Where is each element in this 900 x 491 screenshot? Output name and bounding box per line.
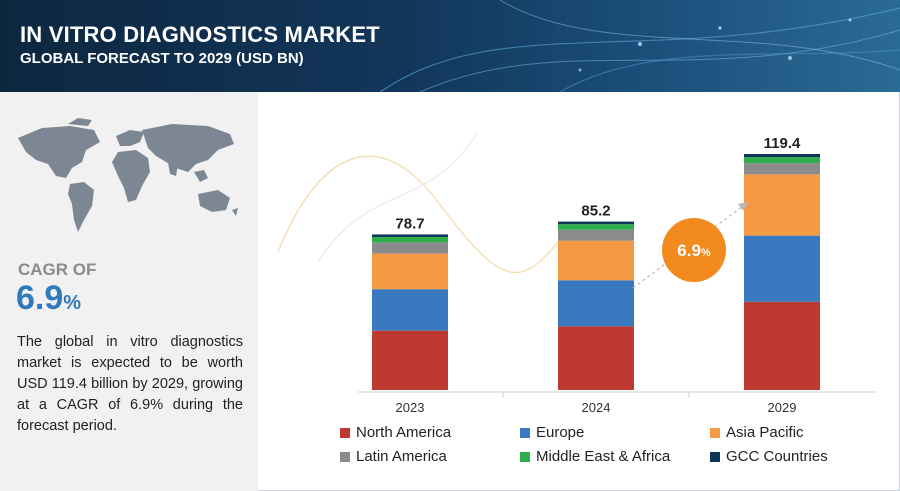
bar-segment-north-america-2029 — [744, 301, 820, 390]
decorative-curve-light — [317, 131, 479, 263]
cagr-badge-unit: % — [701, 247, 711, 259]
legend-label: Latin America — [356, 448, 447, 465]
x-tick-label-2024: 2024 — [582, 400, 611, 415]
legend-item-europe: Europe — [520, 424, 584, 441]
bar-segment-latin-america-2029 — [744, 163, 820, 175]
cagr-badge — [662, 218, 726, 282]
bar-segment-europe-2024 — [558, 280, 634, 327]
bar-segment-latin-america-2024 — [558, 229, 634, 241]
legend-item-middle-east-africa: Middle East & Africa — [520, 448, 670, 465]
cagr-label: CAGR OF — [18, 260, 97, 279]
bar-segment-north-america-2024 — [558, 326, 634, 390]
legend-label: Asia Pacific — [726, 424, 804, 441]
network-decoration — [379, 0, 900, 92]
header-banner: IN VITRO DIAGNOSTICS MARKET GLOBAL FOREC… — [0, 0, 900, 92]
legend-swatch — [710, 451, 720, 462]
legend-label: Europe — [536, 424, 585, 441]
legend-item-north-america: North America — [340, 424, 451, 441]
chart-title: IN VITRO DIAGNOSTICS MARKET — [20, 22, 380, 47]
cagr-number: 6.9 — [16, 279, 64, 317]
legend-item-gcc-countries: GCC Countries — [710, 448, 828, 465]
cagr-value: 6.9% — [16, 279, 81, 318]
total-label-2024: 85.2 — [581, 203, 610, 220]
bar-segment-middle-east-africa-2024 — [558, 224, 634, 230]
bar-segment-middle-east-africa-2029 — [744, 157, 820, 164]
bar-segment-middle-east-africa-2023 — [372, 237, 448, 243]
total-label-2023: 78.7 — [395, 215, 424, 232]
chart-subtitle: GLOBAL FORECAST TO 2029 (USD BN) — [20, 50, 304, 67]
bar-segment-europe-2023 — [372, 289, 448, 331]
legend-label: GCC Countries — [726, 448, 828, 465]
legend-item-latin-america: Latin America — [340, 448, 447, 465]
bar-segment-gcc-countries-2029 — [744, 154, 820, 158]
bar-segment-latin-america-2023 — [372, 242, 448, 254]
market-description: The global in vitro diagnostics market i… — [17, 334, 243, 434]
bar-segment-gcc-countries-2023 — [372, 234, 448, 238]
cagr-unit: % — [63, 292, 82, 314]
bar-segment-asia-pacific-2024 — [558, 240, 634, 281]
bar-segment-europe-2029 — [744, 235, 820, 302]
bar-group: 78.7 2023 85.2 2024 119.4 2029 — [372, 135, 820, 415]
bar-segment-gcc-countries-2024 — [558, 221, 634, 225]
cagr-badge-number: 6.9 — [677, 241, 701, 260]
x-tick-label-2029: 2029 — [768, 400, 797, 415]
x-tick-label-2023: 2023 — [396, 400, 425, 415]
summary-sidebar: CAGR OF 6.9% The global in vitro diagnos… — [0, 92, 258, 491]
legend-swatch — [340, 451, 350, 462]
legend-swatch — [520, 451, 530, 462]
decorative-curve — [277, 155, 559, 274]
bar-segment-asia-pacific-2023 — [372, 253, 448, 290]
bar-segment-asia-pacific-2029 — [744, 174, 820, 236]
legend-swatch — [340, 427, 350, 438]
legend-label: North America — [356, 424, 452, 441]
bar-segment-north-america-2023 — [372, 330, 448, 390]
world-map-icon — [18, 118, 238, 232]
legend-swatch — [710, 427, 720, 438]
legend-swatch — [520, 427, 530, 438]
legend-label: Middle East & Africa — [536, 448, 671, 465]
total-label-2029: 119.4 — [764, 135, 801, 152]
legend-item-asia-pacific: Asia Pacific — [710, 424, 804, 441]
cagr-badge-text: 6.9% — [677, 241, 711, 260]
stacked-bar-chart: 78.7 2023 85.2 2024 119.4 2029 6.9% — [277, 131, 876, 415]
